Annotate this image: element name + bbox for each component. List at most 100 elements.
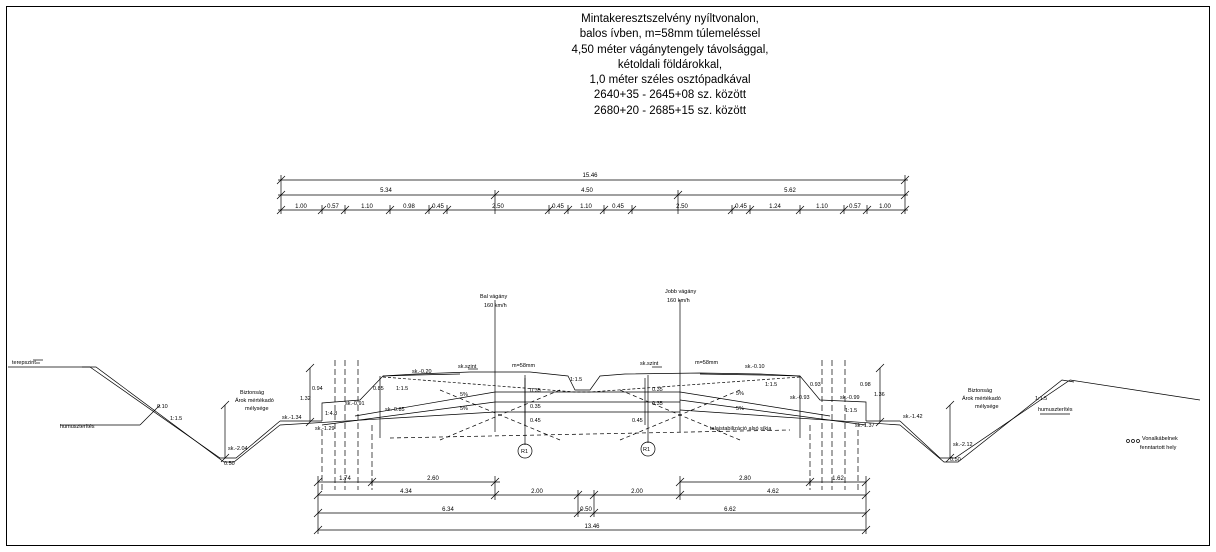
m58-label: m=58mm [695, 360, 718, 366]
left-ground-profile [8, 366, 496, 463]
bottom-dimension-labels: 1.74 2.60 2.80 1.62 4.34 2.00 2.00 4.62 … [339, 476, 844, 530]
biztonsag-label: mélysége [975, 404, 999, 410]
dim-label: 2.00 [531, 489, 543, 495]
dim-label: 4.50 [581, 188, 593, 194]
dim-label: 0.98 [403, 204, 415, 210]
sk-label: sk.-0.99 [840, 395, 860, 401]
sk-label: 0.50 [224, 461, 235, 467]
vert-label: 1.32 [300, 396, 311, 402]
top-dimension-labels: 15.46 5.34 4.50 5.62 1.00 0.57 1.10 0.98… [295, 173, 891, 210]
dim-label: 2.80 [739, 476, 751, 482]
sk-label: sk.-2.12 [953, 442, 973, 448]
title-line: 1,0 méter széles osztópadkával [589, 74, 751, 87]
dim-label: 2.00 [631, 489, 643, 495]
dim-label: 1.10 [361, 204, 373, 210]
biztonsag-label: Biztonság [240, 390, 264, 396]
slope-label: 1:1.5 [845, 408, 857, 414]
title-line: 4,50 méter vágánytengely távolsággal, [571, 43, 769, 56]
sk-label: sk.-0.91 [345, 401, 365, 407]
layer-label: 0.35 [530, 404, 541, 410]
dim-label: 1.62 [832, 476, 844, 482]
slope-label: 1:1.5 [1035, 396, 1047, 402]
vert-label: 1.36 [874, 392, 885, 398]
dim-label: 0.50 [580, 507, 592, 513]
biztonsag-label: Biztonság [968, 388, 992, 394]
r1-label: R1 [643, 447, 650, 453]
left-annotations: terepszint 0.10 1:1.5 humuszterítés Bizt… [12, 294, 582, 467]
slope-label: 1:1.5 [396, 386, 408, 392]
track-label: 160 km/h [667, 298, 690, 304]
pct-label: 5% [736, 391, 744, 397]
dim-label: 1.10 [580, 204, 592, 210]
dim-label: 0.45 [552, 204, 564, 210]
layer-label: 0.45 [632, 418, 643, 424]
title-line: 2640+35 - 2645+08 sz. között [593, 89, 747, 102]
layer-label: 0.35 [652, 387, 663, 393]
right-ground-profile [679, 373, 1201, 463]
dim-label: 0.45 [432, 204, 444, 210]
sk-label: sk.-1.42 [903, 414, 923, 420]
dim-total-top: 15.46 [582, 173, 598, 179]
pct-label: 5% [460, 392, 468, 398]
dim-label: 0.57 [327, 204, 339, 210]
sk-label: 0.50 [950, 457, 961, 463]
biztonsag-label: mélysége [245, 406, 269, 412]
sk-label: sk.-0.85 [385, 407, 405, 413]
sk-label: sk.-1.37 [855, 423, 875, 429]
slope-label: 1:4.8 [325, 411, 337, 417]
pct-label: 5% [736, 406, 744, 412]
sk-szint-label: sk.szint [640, 361, 659, 367]
biztonsag-label: Árok mértékadó [235, 397, 274, 404]
sk-label: sk.-2.04 [228, 446, 248, 452]
title-line: 2680+20 - 2685+15 sz. között [593, 104, 747, 117]
dim-label: 1.00 [879, 204, 891, 210]
vertical-dims [220, 363, 955, 463]
title-line: balos ívben, m=58mm túlemeléssel [579, 28, 761, 41]
top-dimension-lines [276, 175, 910, 215]
dim-label: 2.60 [427, 476, 439, 482]
slope-label: 1:1.5 [765, 382, 777, 388]
vert-label: 0.93 [810, 382, 821, 388]
vert-label: 0.94 [312, 386, 323, 392]
layer-label: 0.45 [530, 418, 541, 424]
bottom-dimension-lines [313, 476, 871, 535]
stab-label: talajstabilizáció alsó síkja [710, 426, 772, 432]
dim-label: 4.62 [767, 489, 779, 495]
dim-label: 0.57 [849, 204, 861, 210]
dim-label: 6.34 [442, 507, 454, 513]
dashed-guides [321, 360, 859, 490]
slope-label: 1:1.5 [170, 416, 182, 422]
sk-label: sk.-0.10 [745, 364, 765, 370]
pct-label: 5% [460, 406, 468, 412]
dim-label: 1.24 [769, 204, 781, 210]
layer-label: 0.35 [652, 401, 663, 407]
humusz-label: humuszterítés [60, 424, 95, 430]
track-label: Bal vágány [480, 294, 507, 300]
terepszint-label: terepszint [12, 360, 36, 366]
sk-label: sk.-1.29 [315, 426, 335, 432]
sk-label: sk.-0.20 [412, 369, 432, 375]
vert-label: 0.98 [860, 382, 871, 388]
track-label: Jobb vágány [665, 289, 696, 295]
sk-label: sk.-1.34 [282, 415, 302, 421]
value-label: 0.10 [157, 404, 168, 410]
title-line: kétoldali földárokkal, [617, 58, 723, 71]
dim-total-bottom: 13.46 [584, 524, 600, 530]
layer-label: 0.35 [530, 388, 541, 394]
cable-label: Vonalkábelnek [1142, 436, 1178, 442]
drawing-title: Mintakeresztszelvény nyíltvonalon, balos… [520, 12, 820, 119]
dim-label: 0.45 [735, 204, 747, 210]
humusz-label: humuszterítés [1038, 407, 1073, 413]
dim-label: 1.10 [816, 204, 828, 210]
dim-label: 1.74 [339, 476, 351, 482]
dim-label: 6.62 [724, 507, 736, 513]
dim-label: 5.34 [380, 188, 392, 194]
m58-label: m=58mm [512, 363, 535, 369]
cable-label: fenntartott hely [1140, 445, 1177, 451]
drawing-frame [6, 6, 1210, 546]
ballast-profile [379, 300, 801, 459]
dim-label: 1.00 [295, 204, 307, 210]
r1-label: R1 [521, 449, 528, 455]
dim-label: 4.34 [400, 489, 412, 495]
